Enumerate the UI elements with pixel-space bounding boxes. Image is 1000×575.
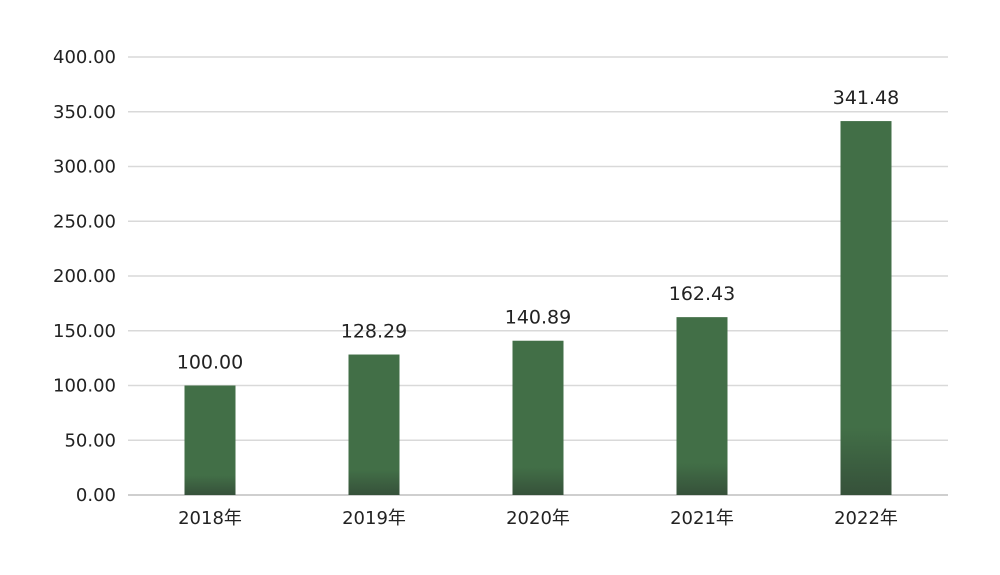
y-axis-tick-labels: 0.00 50.00 100.00 150.00 200.00 250.00 300.00 3… bbox=[53, 47, 116, 506]
x-tick-label: 2019年 bbox=[342, 508, 406, 529]
data-labels: 100.00 128.29 140.89 162.43 341.48 bbox=[177, 87, 899, 373]
data-label: 341.48 bbox=[833, 87, 899, 109]
y-tick-label: 400.00 bbox=[53, 47, 116, 68]
data-label: 140.89 bbox=[505, 307, 571, 329]
x-tick-label: 2022年 bbox=[834, 508, 898, 529]
y-tick-label: 150.00 bbox=[53, 321, 116, 342]
y-tick-label: 350.00 bbox=[53, 102, 116, 123]
y-tick-label: 50.00 bbox=[64, 430, 116, 451]
data-label: 100.00 bbox=[177, 352, 243, 374]
y-tick-label: 100.00 bbox=[53, 376, 116, 397]
bars bbox=[184, 121, 892, 495]
x-tick-label: 2021年 bbox=[670, 508, 734, 529]
gridlines bbox=[128, 56, 948, 496]
data-label: 162.43 bbox=[669, 283, 735, 305]
y-tick-label: 0.00 bbox=[76, 485, 116, 506]
y-tick-label: 300.00 bbox=[53, 157, 116, 178]
bar bbox=[348, 354, 400, 495]
bar bbox=[184, 385, 236, 495]
bar bbox=[676, 317, 728, 495]
x-tick-label: 2020年 bbox=[506, 508, 570, 529]
x-axis-tick-labels: 2018年 2019年 2020年 2021年 2022年 bbox=[178, 508, 898, 529]
data-label: 128.29 bbox=[341, 321, 407, 343]
y-tick-label: 250.00 bbox=[53, 211, 116, 232]
bar bbox=[512, 340, 564, 495]
bar bbox=[840, 121, 892, 495]
x-tick-label: 2018年 bbox=[178, 508, 242, 529]
y-tick-label: 200.00 bbox=[53, 266, 116, 287]
